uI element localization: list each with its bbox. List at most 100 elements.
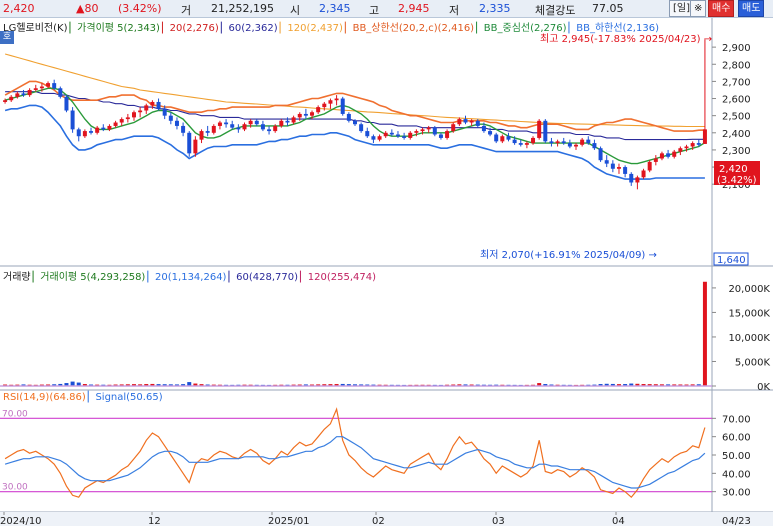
- quote-header: 2,420 ▲80 (3.42%) 거 21,252,195 시 2,345 고…: [0, 0, 773, 18]
- buy-button[interactable]: 매수: [708, 0, 735, 17]
- candle-body: [27, 89, 32, 96]
- x-axis-label: 2024/10: [0, 516, 42, 526]
- candle-body: [432, 127, 437, 135]
- volume-bar: [690, 384, 695, 386]
- x-axis-label: 04/23: [722, 516, 751, 526]
- candle-body: [205, 131, 210, 133]
- legend-item[interactable]: LG헬로비전(K): [3, 23, 68, 34]
- legend-item[interactable]: ▏BB_중심선(2,276): [476, 23, 567, 34]
- candle-body: [666, 153, 671, 157]
- candle-body: [512, 139, 517, 144]
- candle-body: [187, 132, 192, 154]
- legend-item[interactable]: ▏거래이평 5(4,293,258): [32, 272, 146, 283]
- candle-body: [242, 124, 247, 130]
- legend-item[interactable]: 거래량: [3, 272, 31, 283]
- open-value: 2,345: [319, 2, 351, 15]
- rsi-tick-label: 40.00: [722, 469, 751, 480]
- volume-tick-label: 20,000K: [728, 284, 770, 295]
- candle-body: [561, 141, 566, 144]
- x-axis-label: 2025/01: [268, 516, 310, 526]
- bb-upper-line: [4, 80, 705, 132]
- volume-bar: [119, 384, 124, 386]
- volume-tick-label: 10,000K: [728, 333, 770, 344]
- x-axis-label: 04: [612, 516, 625, 526]
- candle-body: [95, 127, 100, 133]
- candle-body: [365, 131, 370, 137]
- legend-item[interactable]: ▏60(428,770): [228, 272, 299, 283]
- current-pct-label: (3.42%): [717, 175, 757, 186]
- candle-body: [224, 122, 229, 125]
- candle-body: [580, 139, 585, 145]
- candle-body: [193, 139, 198, 154]
- volume-bar: [629, 383, 634, 386]
- legend-item[interactable]: ▏BB_상한선(20,2,c)(2,416): [344, 23, 475, 34]
- candle-body: [457, 119, 462, 125]
- price-tick-label: 2,500: [722, 112, 751, 123]
- volume-bar: [125, 384, 130, 386]
- volume-bar: [70, 381, 75, 386]
- candle-body: [408, 132, 413, 138]
- price-legend: LG헬로비전(K) ▏가격이평 5(2,343) ▏20(2,276) ▏60(2,3…: [3, 19, 661, 34]
- candle-body: [690, 143, 695, 147]
- price-tick-label: 2,700: [722, 77, 751, 88]
- open-label: 시: [290, 4, 301, 17]
- legend-item[interactable]: ▏BB_하한선(2,136): [568, 23, 659, 34]
- volume-bar: [156, 384, 161, 386]
- volume-bar: [174, 384, 179, 386]
- candle-body: [488, 131, 493, 135]
- candle-body: [248, 120, 253, 125]
- price-change: ▲80: [76, 2, 99, 15]
- legend-item[interactable]: ▏120(2,437): [279, 23, 343, 34]
- legend-item[interactable]: ▏Signal(50.65): [87, 392, 163, 403]
- candle-body: [236, 127, 241, 130]
- volume-bar: [610, 383, 615, 386]
- low-value: 2,335: [479, 2, 511, 15]
- candle-body: [549, 141, 554, 144]
- legend-item[interactable]: RSI(14,9)(64.86): [3, 392, 86, 403]
- volume-tick-label: 5,000K: [735, 357, 771, 368]
- sell-button[interactable]: 매도: [738, 0, 765, 17]
- volume-tick-label: 15,000K: [728, 308, 770, 319]
- candle-body: [131, 112, 136, 118]
- legend-item[interactable]: ▏20(1,134,264): [147, 272, 227, 283]
- quote-badge[interactable]: 호: [0, 31, 14, 44]
- volume-bar: [193, 383, 198, 386]
- candle-body: [291, 117, 296, 123]
- candle-body: [377, 136, 382, 140]
- candle-body: [702, 129, 707, 144]
- candle-body: [21, 93, 26, 96]
- settings-button[interactable]: ※: [690, 0, 707, 17]
- candle-body: [678, 148, 683, 152]
- legend-item[interactable]: ▏120(255,474): [300, 272, 376, 283]
- candle-body: [174, 120, 179, 126]
- candle-body: [653, 158, 658, 162]
- volume-bar: [696, 384, 701, 386]
- candle-body: [125, 117, 130, 120]
- candle-body: [64, 96, 69, 111]
- volume-bar: [303, 384, 308, 386]
- candle-body: [420, 129, 425, 132]
- volume-bar: [340, 383, 345, 386]
- legend-item[interactable]: ▏60(2,362): [220, 23, 278, 34]
- candle-body: [107, 125, 112, 130]
- legend-item[interactable]: ▏가격이평 5(2,343): [69, 23, 160, 34]
- volume-bar: [76, 382, 81, 386]
- volume-bar: [322, 384, 327, 386]
- candle-body: [469, 120, 474, 123]
- legend-item[interactable]: ▏20(2,276): [161, 23, 219, 34]
- low-label: 저: [449, 4, 460, 17]
- candle-body: [39, 86, 44, 89]
- candle-body: [659, 153, 664, 159]
- volume-bar: [21, 384, 26, 386]
- candle-body: [3, 100, 8, 102]
- candle-body: [574, 144, 579, 147]
- candle-body: [567, 143, 572, 147]
- signal-line: [4, 436, 706, 489]
- candle-body: [641, 170, 646, 178]
- volume-bar: [353, 384, 357, 386]
- price-tick-label: 2,600: [722, 95, 751, 106]
- candle-body: [463, 119, 468, 123]
- candle-body: [518, 143, 523, 145]
- volume-bar: [52, 384, 57, 386]
